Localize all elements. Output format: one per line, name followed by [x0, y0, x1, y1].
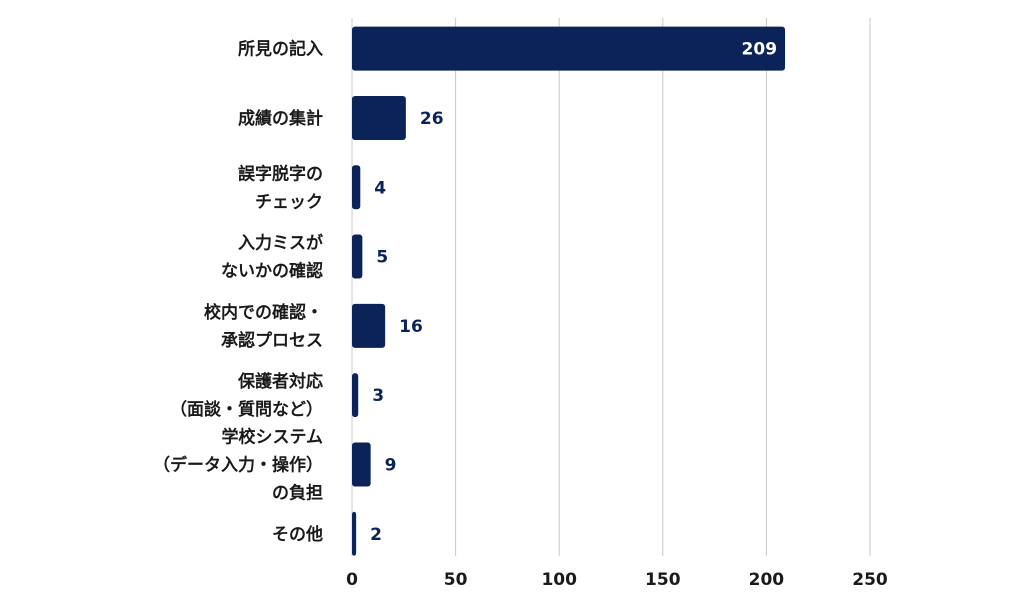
- category-label: 所見の記入: [238, 39, 323, 60]
- category-labels: 所見の記入成績の集計誤字脱字のチェック入力ミスがないかの確認校内での確認・承認プ…: [153, 39, 323, 545]
- x-tick-label: 200: [749, 570, 785, 590]
- x-tick-label: 0: [346, 570, 358, 590]
- category-label: 保護者対応: [237, 371, 323, 392]
- bar: [352, 234, 363, 279]
- bar-value-label: 5: [376, 248, 388, 268]
- bar: [352, 95, 406, 140]
- category-label: の負担: [272, 483, 323, 503]
- bar-value-label: 3: [372, 386, 384, 406]
- category-label: 校内での確認・: [204, 302, 323, 323]
- value-labels: 209 26 4 5 16 3 9 2: [370, 40, 777, 545]
- category-label: （面談・質問など）: [170, 399, 323, 420]
- x-axis-tick-labels: 0 50 100 150 200 250: [346, 570, 888, 590]
- bar-value-label: 26: [420, 109, 444, 129]
- bar: [352, 511, 357, 556]
- category-label: 誤字脱字の: [238, 163, 323, 184]
- bar-value-label: 209: [742, 40, 778, 60]
- category-label: 学校システム: [222, 426, 324, 447]
- category-label: （データ入力・操作）: [153, 454, 323, 475]
- category-label: ないかの確認: [221, 261, 323, 282]
- bar: [352, 442, 371, 487]
- bar: [352, 373, 359, 418]
- bar-value-label: 16: [399, 317, 423, 337]
- bar-value-label: 4: [374, 178, 386, 198]
- category-label: 承認プロセス: [221, 330, 323, 351]
- category-label: チェック: [255, 192, 323, 212]
- bars: [352, 26, 786, 556]
- x-tick-label: 150: [645, 570, 681, 590]
- category-label: 成績の集計: [238, 108, 323, 129]
- bar: [352, 26, 786, 71]
- bar-value-label: 9: [385, 455, 397, 475]
- x-tick-label: 100: [541, 570, 577, 590]
- bar: [352, 165, 361, 210]
- bar-value-label: 2: [370, 525, 382, 545]
- bar: [352, 303, 386, 348]
- category-label: 入力ミスが: [238, 233, 323, 254]
- grid-lines: [351, 18, 871, 556]
- category-label: その他: [272, 524, 323, 545]
- x-tick-label: 250: [852, 570, 888, 590]
- x-tick-label: 50: [444, 570, 468, 590]
